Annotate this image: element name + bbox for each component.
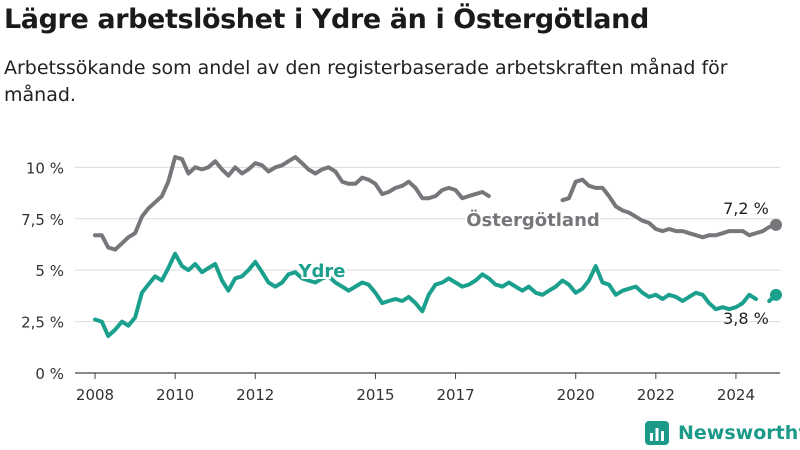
end-label-ostergotland: 7,2 % <box>723 199 769 218</box>
series-lines <box>93 155 782 338</box>
gridlines <box>75 166 780 374</box>
x-tick-label: 2020 <box>557 386 595 404</box>
y-tick-label: 5 % <box>35 262 64 280</box>
x-tick-label: 2008 <box>76 386 114 404</box>
y-tick-label: 7,5 % <box>21 211 64 229</box>
y-axis: 0 % 2,5 % 5 % 7,5 % 10 % <box>21 159 64 383</box>
x-tick-label: 2024 <box>717 386 755 404</box>
series-label-ydre: Ydre <box>297 261 345 282</box>
series-line-stergtland <box>560 177 778 240</box>
brand-name: Newsworthy <box>678 422 800 444</box>
end-point-ydre <box>769 288 782 301</box>
chart-title: Lägre arbetslöshet i Ydre än i Östergötl… <box>4 4 649 35</box>
x-tick-label: 2017 <box>436 386 474 404</box>
series-labels: Östergötland Ydre 7,2 % 3,8 % <box>295 199 769 328</box>
x-tick-label: 2012 <box>236 386 274 404</box>
y-tick-label: 0 % <box>35 365 64 383</box>
x-tick-label: 2022 <box>637 386 675 404</box>
y-tick-label: 2,5 % <box>21 314 64 332</box>
series-label-ostergotland: Östergötland <box>466 209 600 231</box>
series-line-stergtland <box>93 155 491 252</box>
x-tick-label: 2010 <box>156 386 194 404</box>
series-line-ydre <box>93 251 758 338</box>
y-tick-label: 10 % <box>26 159 64 177</box>
end-point-stergtland <box>769 218 782 231</box>
end-label-ydre: 3,8 % <box>723 309 769 328</box>
newsworthy-logo: Newsworthy <box>644 420 800 446</box>
newsworthy-logo-icon <box>645 421 669 445</box>
x-axis: 2008 2010 2012 2015 2017 2020 2022 2024 <box>76 373 755 404</box>
chart-subtitle: Arbetssökande som andel av den registerb… <box>4 57 728 106</box>
x-tick-label: 2015 <box>356 386 394 404</box>
